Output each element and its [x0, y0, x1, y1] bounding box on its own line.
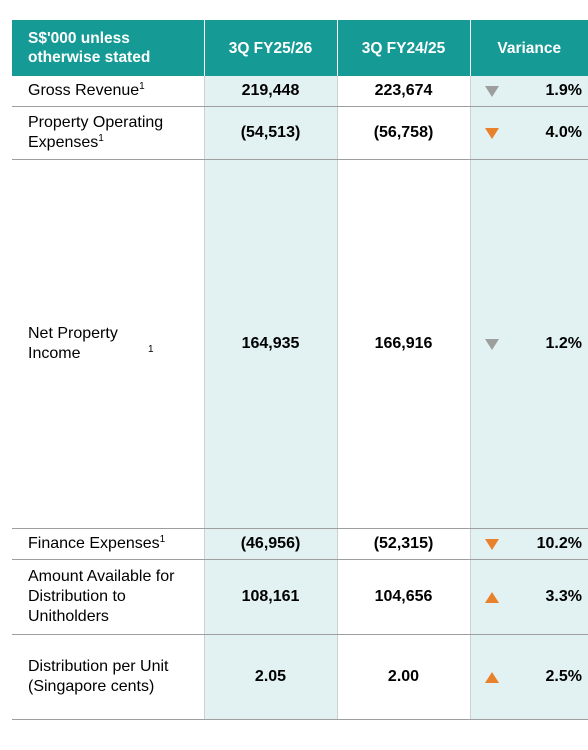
- variance-arrow-icon: [484, 338, 499, 350]
- current-value: 164,935: [203, 159, 337, 529]
- row-label-text: Amount Available for Distribution to Uni…: [28, 568, 175, 625]
- row-distribution-per-unit: Distribution per Unit (Singapore cents) …: [12, 634, 588, 720]
- footnote-marker: 1: [159, 534, 166, 545]
- row-label-text: Net Property Income: [28, 325, 118, 362]
- current-value: 219,448: [203, 76, 337, 107]
- current-value: (46,956): [203, 528, 337, 560]
- header-variance: Variance: [469, 20, 588, 76]
- current-value: 2.05: [203, 634, 337, 720]
- footnote-marker: 1: [139, 81, 145, 92]
- row-label-text: Distribution per Unit (Singapore cents): [28, 658, 169, 695]
- row-amount-available-for-distribution: Amount Available for Distribution to Uni…: [12, 559, 588, 635]
- footnote-marker: 1: [148, 344, 154, 355]
- variance-cell: 1.9%: [469, 76, 588, 107]
- row-gross-revenue: Gross Revenue1 219,448 223,674 1.9%: [12, 76, 588, 107]
- row-property-operating-expenses: Property Operating Expenses1 (54,513) (5…: [12, 106, 588, 160]
- row-label: Amount Available for Distribution to Uni…: [12, 559, 204, 635]
- header-row: S$'000 unless otherwise stated 3Q FY25/2…: [12, 20, 588, 76]
- prior-value: (56,758): [336, 106, 470, 160]
- prior-value: 166,916: [336, 159, 470, 529]
- row-label: Net Property Income 1: [12, 159, 204, 529]
- variance-arrow-icon: [484, 671, 499, 683]
- variance-value: 1.9%: [545, 82, 582, 99]
- row-label-text: Finance Expenses: [28, 535, 160, 552]
- variance-value: 10.2%: [536, 535, 582, 552]
- header-prior-period: 3Q FY24/25: [336, 20, 470, 76]
- variance-arrow-icon: [484, 85, 499, 97]
- header-current-period: 3Q FY25/26: [203, 20, 337, 76]
- row-label-text: Property Operating Expenses: [28, 114, 164, 151]
- variance-arrow-icon: [484, 127, 499, 139]
- variance-arrow-icon: [484, 538, 499, 550]
- row-label: Finance Expenses1: [12, 528, 204, 560]
- variance-cell: 1.2%: [469, 159, 588, 529]
- variance-arrow-icon: [484, 591, 499, 603]
- variance-cell: 2.5%: [469, 634, 588, 720]
- row-label: Distribution per Unit (Singapore cents): [12, 634, 204, 720]
- variance-cell: 4.0%: [469, 106, 588, 160]
- variance-value: 1.2%: [545, 335, 582, 352]
- row-label: Gross Revenue1: [12, 76, 204, 107]
- row-label: Property Operating Expenses1: [12, 106, 204, 160]
- header-units: S$'000 unless otherwise stated: [12, 20, 204, 76]
- variance-cell: 3.3%: [469, 559, 588, 635]
- footnote-marker: 1: [98, 133, 104, 144]
- row-label-text: Gross Revenue: [28, 82, 140, 99]
- variance-cell: 10.2%: [469, 528, 588, 560]
- variance-value: 4.0%: [545, 124, 582, 141]
- row-finance-expenses: Finance Expenses1 (46,956) (52,315) 10.2…: [12, 528, 588, 560]
- prior-value: 2.00: [336, 634, 470, 720]
- variance-value: 2.5%: [545, 668, 582, 685]
- financial-summary-table: S$'000 unless otherwise stated 3Q FY25/2…: [12, 20, 588, 720]
- prior-value: 104,656: [336, 559, 470, 635]
- current-value: (54,513): [203, 106, 337, 160]
- current-value: 108,161: [203, 559, 337, 635]
- prior-value: 223,674: [336, 76, 470, 107]
- prior-value: (52,315): [336, 528, 470, 560]
- row-net-property-income: Net Property Income 1 164,935 166,916 1.2…: [12, 159, 588, 529]
- variance-value: 3.3%: [545, 588, 582, 605]
